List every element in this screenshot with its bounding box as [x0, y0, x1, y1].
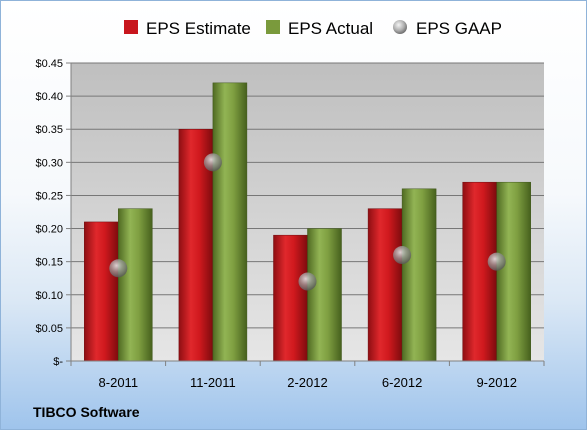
company-name: TIBCO Software [33, 404, 140, 420]
legend-label-eps-gaap: EPS GAAP [416, 19, 502, 38]
y-tick-label: $0.05 [35, 323, 63, 335]
y-tick-label: $0.20 [35, 224, 63, 236]
eps-actual-bar [118, 208, 153, 362]
legend-item-eps-estimate: EPS Estimate [124, 19, 251, 38]
eps-estimate-bar [273, 234, 308, 362]
eps-actual-bar [401, 188, 437, 362]
x-tick-label: 6-2012 [382, 375, 422, 390]
legend-swatch-eps-estimate [124, 20, 138, 34]
eps-gaap-marker [393, 246, 412, 265]
legend-label-eps-actual: EPS Actual [288, 19, 373, 38]
eps-estimate-bar [367, 208, 403, 362]
eps-estimate-bar [462, 181, 497, 362]
y-tick-label: $- [53, 356, 63, 368]
y-tick-label: $0.30 [35, 157, 63, 169]
legend: EPS Estimate EPS Actual EPS GAAP [124, 19, 502, 38]
eps-actual-bar [496, 181, 531, 362]
y-tick-label: $0.40 [35, 91, 63, 103]
legend-item-eps-gaap: EPS GAAP [393, 19, 502, 38]
y-tick-label: $0.45 [35, 58, 63, 70]
y-tick-label: $0.35 [35, 124, 63, 136]
y-tick-label: $0.10 [35, 290, 63, 302]
gaap-markers [109, 153, 506, 291]
legend-item-eps-actual: EPS Actual [266, 19, 373, 38]
eps-gaap-marker [203, 153, 222, 172]
y-tick-label: $0.25 [35, 190, 63, 202]
y-tick-label: $0.15 [35, 257, 63, 269]
eps-gaap-marker [298, 272, 317, 291]
eps-gaap-marker [109, 259, 128, 278]
x-tick-label: 8-2011 [99, 375, 139, 390]
x-axis: 8-2011 11-2011 2-2012 6-2012 9-2012 [70, 360, 545, 390]
y-axis: $- $0.05 $0.10 $0.15 $0.20 $0.25 $0.30 $0.35 $0.… [35, 58, 72, 368]
x-tick-label: 9-2012 [476, 375, 516, 390]
eps-estimate-bar [84, 221, 119, 362]
x-tick-label: 11-2011 [190, 375, 236, 390]
x-tick-label: 2-2012 [287, 375, 327, 390]
bars [84, 82, 531, 362]
legend-swatch-eps-actual [266, 20, 280, 34]
eps-actual-bar [307, 228, 342, 362]
legend-swatch-eps-gaap [393, 20, 407, 34]
legend-label-eps-estimate: EPS Estimate [146, 19, 251, 38]
eps-gaap-marker [487, 252, 506, 271]
eps-actual-bar [212, 82, 248, 362]
